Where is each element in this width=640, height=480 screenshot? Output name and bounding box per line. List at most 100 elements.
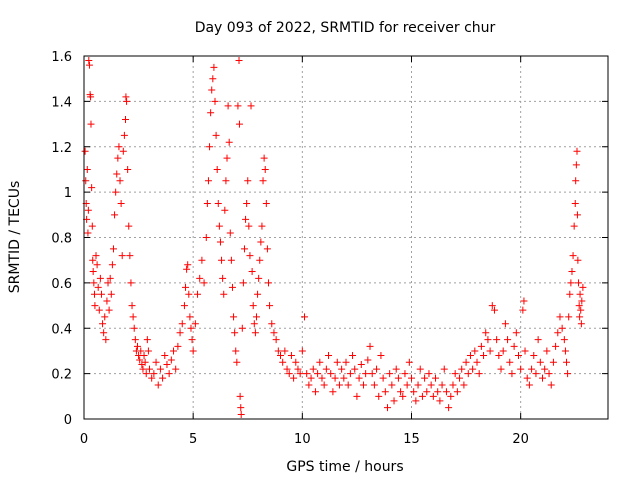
data-point	[523, 374, 531, 382]
data-point	[320, 381, 328, 389]
data-point	[333, 358, 341, 366]
data-point	[301, 313, 309, 321]
data-point	[576, 290, 584, 298]
data-point	[123, 97, 131, 105]
data-point	[432, 374, 440, 382]
data-point	[235, 120, 243, 128]
data-point	[460, 381, 468, 389]
data-point	[316, 358, 324, 366]
data-point	[579, 283, 587, 291]
data-point	[237, 410, 245, 418]
data-point	[327, 370, 335, 378]
data-point	[102, 336, 110, 344]
data-point	[127, 279, 135, 287]
data-point	[92, 252, 100, 260]
data-point	[113, 170, 121, 178]
data-point	[405, 358, 413, 366]
data-point	[473, 358, 481, 366]
data-point	[228, 283, 236, 291]
data-point	[95, 306, 103, 314]
data-point	[453, 388, 461, 396]
data-point	[416, 365, 424, 373]
data-point	[277, 351, 284, 359]
data-point	[373, 365, 381, 373]
data-point	[573, 211, 581, 219]
data-point	[368, 370, 376, 378]
x-tick-label: 10	[294, 432, 311, 447]
data-point	[377, 351, 385, 359]
data-point	[137, 347, 145, 355]
y-tick-label: 1.4	[51, 95, 72, 110]
data-point	[81, 147, 89, 155]
data-point	[172, 365, 180, 373]
data-point	[545, 370, 553, 378]
data-point	[105, 306, 113, 314]
grid	[84, 56, 608, 419]
data-point	[90, 290, 98, 298]
data-point	[462, 358, 470, 366]
data-point	[234, 102, 242, 110]
data-point	[495, 351, 503, 359]
data-point	[506, 358, 514, 366]
data-point	[390, 397, 398, 405]
data-point	[120, 131, 128, 139]
data-point	[121, 116, 129, 124]
data-point	[539, 374, 546, 382]
data-point	[154, 381, 162, 389]
data-point	[165, 370, 173, 378]
data-point	[456, 374, 464, 382]
data-point	[119, 147, 127, 155]
data-point	[480, 351, 488, 359]
data-point	[578, 297, 586, 305]
data-point	[87, 93, 95, 101]
data-point	[220, 290, 228, 298]
data-point	[574, 256, 582, 264]
data-point	[335, 381, 343, 389]
data-point	[185, 290, 193, 298]
data-point	[231, 329, 239, 337]
data-point	[290, 374, 298, 382]
data-point	[156, 365, 164, 373]
data-point	[573, 147, 581, 155]
y-tick-label: 0.4	[51, 322, 72, 337]
data-point	[565, 313, 573, 321]
data-point	[91, 302, 99, 310]
data-point	[261, 165, 269, 173]
data-point	[403, 381, 411, 389]
data-point	[558, 324, 566, 332]
data-point	[499, 347, 507, 355]
x-tick-label: 5	[189, 432, 197, 447]
data-point	[224, 102, 232, 110]
data-point	[508, 370, 516, 378]
data-point	[85, 61, 93, 69]
data-point	[117, 199, 125, 207]
data-point	[221, 206, 229, 214]
data-point	[469, 365, 477, 373]
data-point	[331, 374, 339, 382]
data-point	[206, 143, 214, 151]
data-point	[238, 324, 246, 332]
data-point	[577, 306, 585, 314]
data-point	[490, 306, 498, 314]
data-point	[281, 347, 289, 355]
data-point	[427, 381, 435, 389]
data-point	[572, 161, 580, 169]
data-point	[305, 381, 313, 389]
data-point	[482, 329, 490, 337]
data-point	[82, 177, 90, 185]
data-point	[189, 347, 197, 355]
data-point	[359, 381, 367, 389]
data-point	[235, 57, 243, 65]
data-point	[429, 392, 437, 400]
data-point	[207, 109, 215, 117]
data-point	[248, 268, 256, 276]
data-point	[322, 365, 330, 373]
data-point	[255, 274, 263, 282]
data-point	[547, 381, 555, 389]
y-tick-label: 0.2	[51, 368, 72, 383]
data-point	[202, 234, 210, 241]
data-point	[191, 320, 199, 328]
data-point	[182, 283, 190, 291]
data-point	[101, 313, 109, 321]
